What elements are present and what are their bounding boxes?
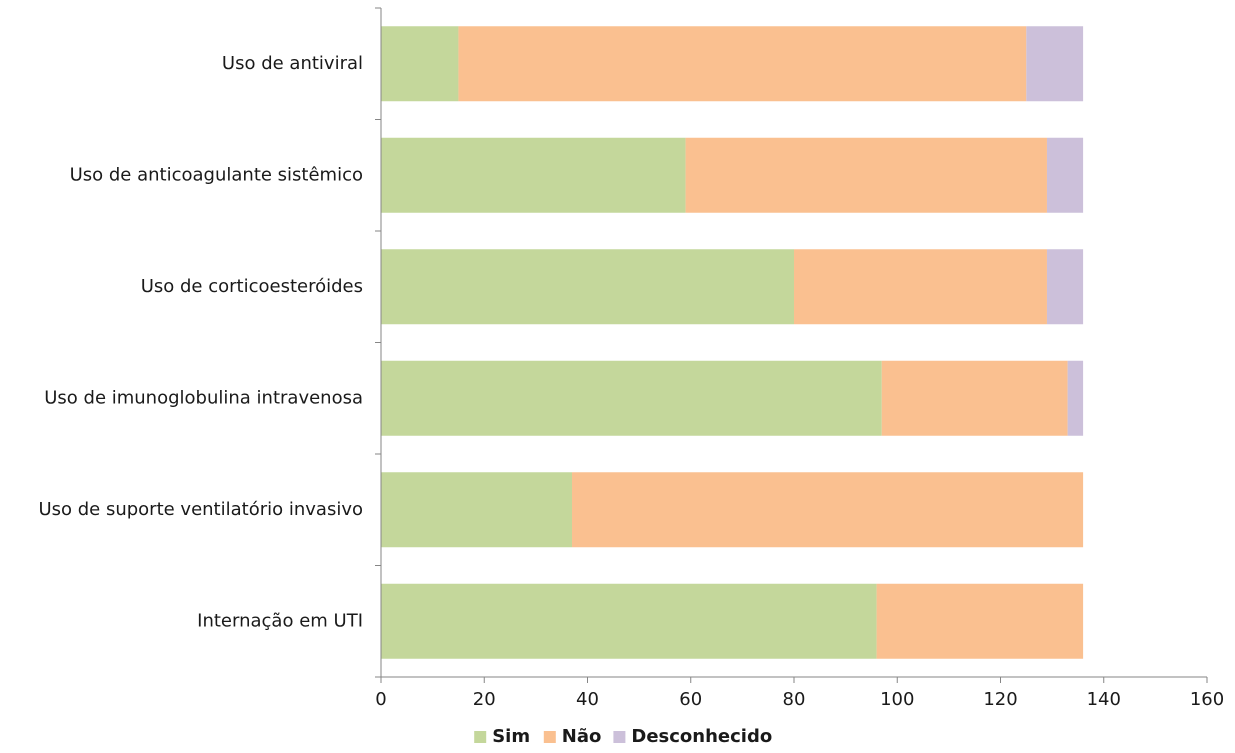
x-tick-label: 80 xyxy=(783,689,806,710)
bar-segment-sim xyxy=(381,360,882,436)
x-tick-label: 0 xyxy=(375,689,386,710)
legend-swatch xyxy=(613,731,626,743)
legend-swatch xyxy=(474,731,487,743)
bar-segment-não xyxy=(572,472,1084,548)
x-tick-label: 140 xyxy=(1087,689,1121,710)
bar-segment-desconhecido xyxy=(1067,360,1084,436)
x-tick-label: 20 xyxy=(473,689,496,710)
bar-segment-não xyxy=(876,583,1084,659)
legend: Sim Não Desconhecido xyxy=(474,726,772,747)
x-tick-label: 120 xyxy=(983,689,1017,710)
bar-segment-sim xyxy=(381,249,794,325)
bars-group xyxy=(381,26,1084,659)
x-tick-label: 60 xyxy=(679,689,702,710)
category-label: Internação em UTI xyxy=(197,610,363,631)
bar-segment-não xyxy=(458,26,1027,102)
category-label: Uso de antiviral xyxy=(222,53,363,74)
category-label: Uso de corticoesteróides xyxy=(141,276,363,297)
bar-segment-desconhecido xyxy=(1026,26,1084,102)
bar-segment-sim xyxy=(381,26,459,102)
bar-segment-não xyxy=(794,249,1047,325)
legend-swatch xyxy=(543,731,556,743)
x-axis-ticks: 0 20 40 60 80 100 120 140 160 xyxy=(375,677,1224,710)
category-label: Uso de imunoglobulina intravenosa xyxy=(44,387,363,408)
bar-segment-sim xyxy=(381,472,573,548)
legend-item-sim: Sim xyxy=(474,726,530,747)
legend-item-desconhecido: Desconhecido xyxy=(613,726,772,747)
legend-label: Desconhecido xyxy=(631,726,772,747)
bar-segment-sim xyxy=(381,137,686,213)
x-tick-label: 160 xyxy=(1190,689,1224,710)
bar-segment-não xyxy=(685,137,1047,213)
legend-item-não: Não xyxy=(543,726,602,747)
x-tick-label: 40 xyxy=(576,689,599,710)
bar-segment-desconhecido xyxy=(1046,137,1084,213)
legend-label: Sim xyxy=(492,726,530,747)
y-axis-ticks xyxy=(375,7,381,678)
bar-segment-desconhecido xyxy=(1046,249,1084,325)
x-tick-label: 100 xyxy=(880,689,914,710)
legend-label: Não xyxy=(562,726,602,747)
bar-segment-sim xyxy=(381,583,877,659)
category-label: Uso de suporte ventilatório invasivo xyxy=(38,499,363,520)
category-label: Uso de anticoagulante sistêmico xyxy=(70,164,363,185)
category-labels: Uso de antiviral Uso de anticoagulante si… xyxy=(38,53,363,632)
bar-segment-não xyxy=(881,360,1068,436)
